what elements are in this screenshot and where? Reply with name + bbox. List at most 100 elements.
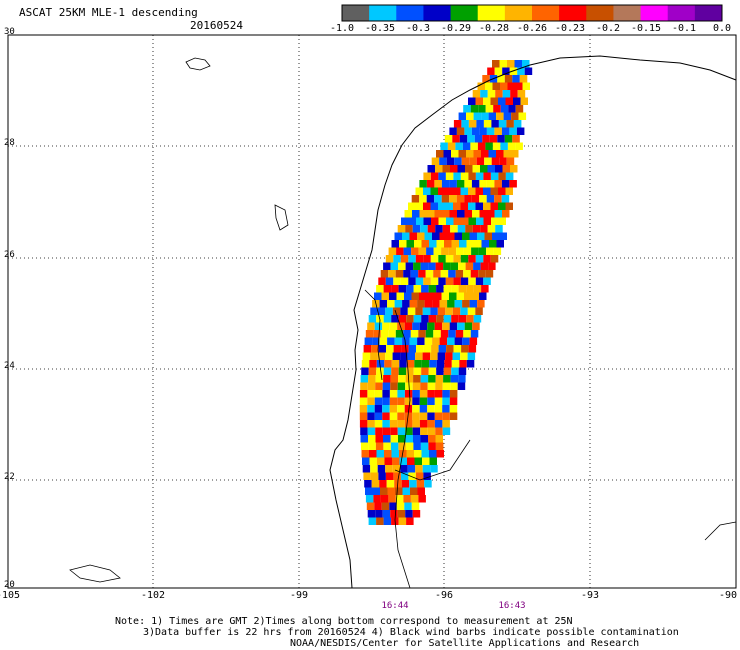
- swath-cell: [449, 412, 458, 420]
- swath-cell: [474, 135, 483, 143]
- swath-cell: [403, 247, 412, 255]
- swath-cell: [400, 255, 409, 263]
- swath-cell: [372, 337, 380, 345]
- inlet-path: [394, 439, 471, 481]
- longitude-tick-label: -93: [580, 590, 600, 601]
- swath-cell: [371, 345, 379, 353]
- swath-cell: [435, 442, 444, 450]
- swath-cell: [392, 352, 401, 360]
- swath-cell: [440, 142, 448, 150]
- swath-cell: [483, 120, 492, 128]
- swath-cell: [443, 262, 451, 270]
- swath-cell: [502, 165, 510, 173]
- swath-cell: [434, 397, 443, 405]
- swath-cell: [449, 180, 457, 188]
- swath-cell: [397, 412, 405, 420]
- swath-cell: [369, 450, 377, 458]
- swath-cell: [422, 465, 431, 473]
- swath-cell: [477, 142, 486, 150]
- swath-cell: [438, 202, 446, 210]
- swath-cell: [443, 150, 451, 158]
- swath-cell: [502, 67, 510, 75]
- swath-cell: [513, 97, 521, 105]
- swath-cell: [442, 322, 450, 330]
- reservoir-outline: [185, 57, 211, 71]
- swath-cell: [511, 112, 519, 120]
- swath-cell: [445, 187, 453, 195]
- swath-cell: [405, 427, 413, 435]
- swath-cell: [367, 420, 375, 428]
- swath-cell: [456, 292, 464, 300]
- swath-cell: [395, 487, 403, 495]
- swath-cell: [428, 442, 436, 450]
- swath-cell: [374, 322, 383, 330]
- swath-cell: [478, 270, 486, 278]
- swath-cell: [472, 322, 480, 330]
- swath-cell: [438, 217, 446, 225]
- swath-cell: [463, 105, 471, 113]
- swath-cell: [412, 225, 421, 233]
- swath-cell: [466, 150, 474, 158]
- swath-cell: [430, 202, 438, 210]
- swath-cell: [413, 367, 422, 375]
- swath-cell: [486, 247, 494, 255]
- swath-cell: [392, 307, 401, 315]
- swath-cell: [470, 105, 479, 113]
- swath-cell: [500, 105, 509, 113]
- swath-cell: [383, 262, 391, 270]
- swath-cell: [516, 127, 525, 135]
- swath-cell: [465, 225, 473, 233]
- swath-cell: [458, 367, 467, 375]
- swath-cell: [424, 300, 433, 308]
- swath-cell: [361, 450, 369, 458]
- swath-cell: [483, 172, 491, 180]
- swath-cell: [427, 382, 436, 390]
- swath-cell: [434, 195, 442, 203]
- swath-cell: [436, 360, 445, 368]
- swath-cell: [383, 315, 392, 323]
- swath-cell: [380, 487, 388, 495]
- swath-cell: [480, 262, 489, 270]
- swath-cell: [466, 285, 474, 293]
- swath-cell: [434, 412, 443, 420]
- swath-cell: [389, 405, 398, 413]
- swath-cell: [428, 375, 436, 383]
- swath-cell: [377, 352, 386, 360]
- colorbar-tick-label: -0.23: [554, 23, 586, 34]
- swath-cell: [406, 315, 414, 323]
- swath-cell: [383, 367, 392, 375]
- swath-cell: [442, 397, 450, 405]
- swath-cell: [441, 195, 450, 203]
- swath-cell: [431, 217, 439, 225]
- swath-cell: [487, 225, 496, 233]
- swath-cell: [450, 165, 458, 173]
- swath-cell: [496, 112, 504, 120]
- colorbar-tick-label: -0.35: [364, 23, 396, 34]
- colorbar-tick-label: -0.2: [595, 23, 621, 34]
- swath-cell: [464, 210, 472, 218]
- swath-cell: [471, 292, 479, 300]
- swath-cell: [458, 262, 466, 270]
- swath-cell: [404, 420, 413, 428]
- swath-cell: [376, 517, 384, 525]
- swath-cell: [442, 412, 450, 420]
- colorbar-swatch: [450, 5, 479, 21]
- swath-cell: [455, 270, 464, 278]
- swath-cell: [391, 360, 400, 368]
- swath-cell: [432, 232, 440, 240]
- swath-cell: [491, 157, 500, 165]
- swath-cell: [408, 255, 416, 263]
- swath-cell: [483, 255, 491, 263]
- colorbar-border: [341, 4, 723, 22]
- swath-cell: [488, 112, 497, 120]
- swath-cell: [462, 337, 470, 345]
- swath-cell: [376, 367, 384, 375]
- swath-cell: [503, 112, 512, 120]
- swath-cell: [419, 210, 427, 218]
- swath-cell: [376, 285, 384, 293]
- swath-cell: [398, 435, 406, 443]
- swath-cell: [379, 337, 388, 345]
- swath-cell: [451, 240, 459, 248]
- swath-cell: [458, 375, 466, 383]
- swath-cell: [417, 300, 425, 308]
